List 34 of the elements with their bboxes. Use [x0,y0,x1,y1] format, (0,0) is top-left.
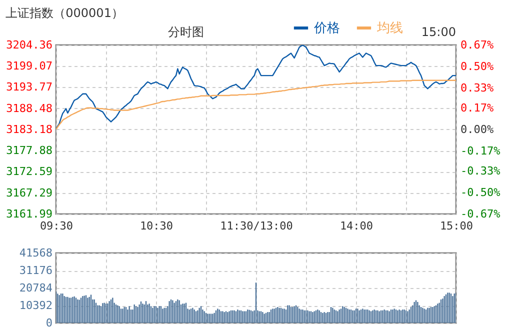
y-tick-label: 3167.29 [6,186,52,200]
y-tick-label: 10392 [19,299,52,312]
y-tick-label: 3172.59 [6,165,52,178]
x-tick-label: 09:30 [40,220,74,232]
y2-tick-label: -0.33% [460,164,501,178]
y2-tick-label: -0.17% [460,144,501,158]
y2-tick-label: 0.33% [460,81,494,94]
y-tick-label: 3177.88 [6,144,52,158]
y-tick-label: 3161.99 [6,208,52,220]
y2-tick-label: 0.00% [460,123,494,136]
y-tick-label: 20784 [19,282,53,294]
chart-title: 上证指数（000001） [6,6,124,20]
y-tick-label: 3188.48 [6,102,52,115]
legend-label: 均线 [376,21,403,36]
text: 分时图 [168,25,204,39]
text: 15:00 [421,25,456,39]
y-tick-label: 3199.07 [6,60,52,73]
x-tick-label: 14:00 [340,220,374,232]
x-tick-label: 10:30 [140,220,174,232]
y2-tick-label: 0.67% [460,38,494,52]
y-tick-label: 3183.18 [6,122,52,136]
legend-label: 价格 [313,21,340,36]
y2-tick-label: 0.50% [460,60,494,73]
y-tick-label: 3193.77 [6,80,52,94]
x-tick-label: 15:00 [440,220,474,232]
y2-tick-label: 0.17% [460,102,494,115]
y-tick-label: 41568 [19,246,52,260]
y2-tick-label: -0.67% [460,208,501,220]
line-series [56,80,456,130]
y2-tick-label: -0.50% [460,186,501,200]
y-tick-label: 3204.36 [6,38,52,52]
x-tick-label: 11:30/13:00 [220,220,293,232]
y-tick-label: 0 [46,316,52,330]
y-tick-label: 31176 [19,264,52,277]
